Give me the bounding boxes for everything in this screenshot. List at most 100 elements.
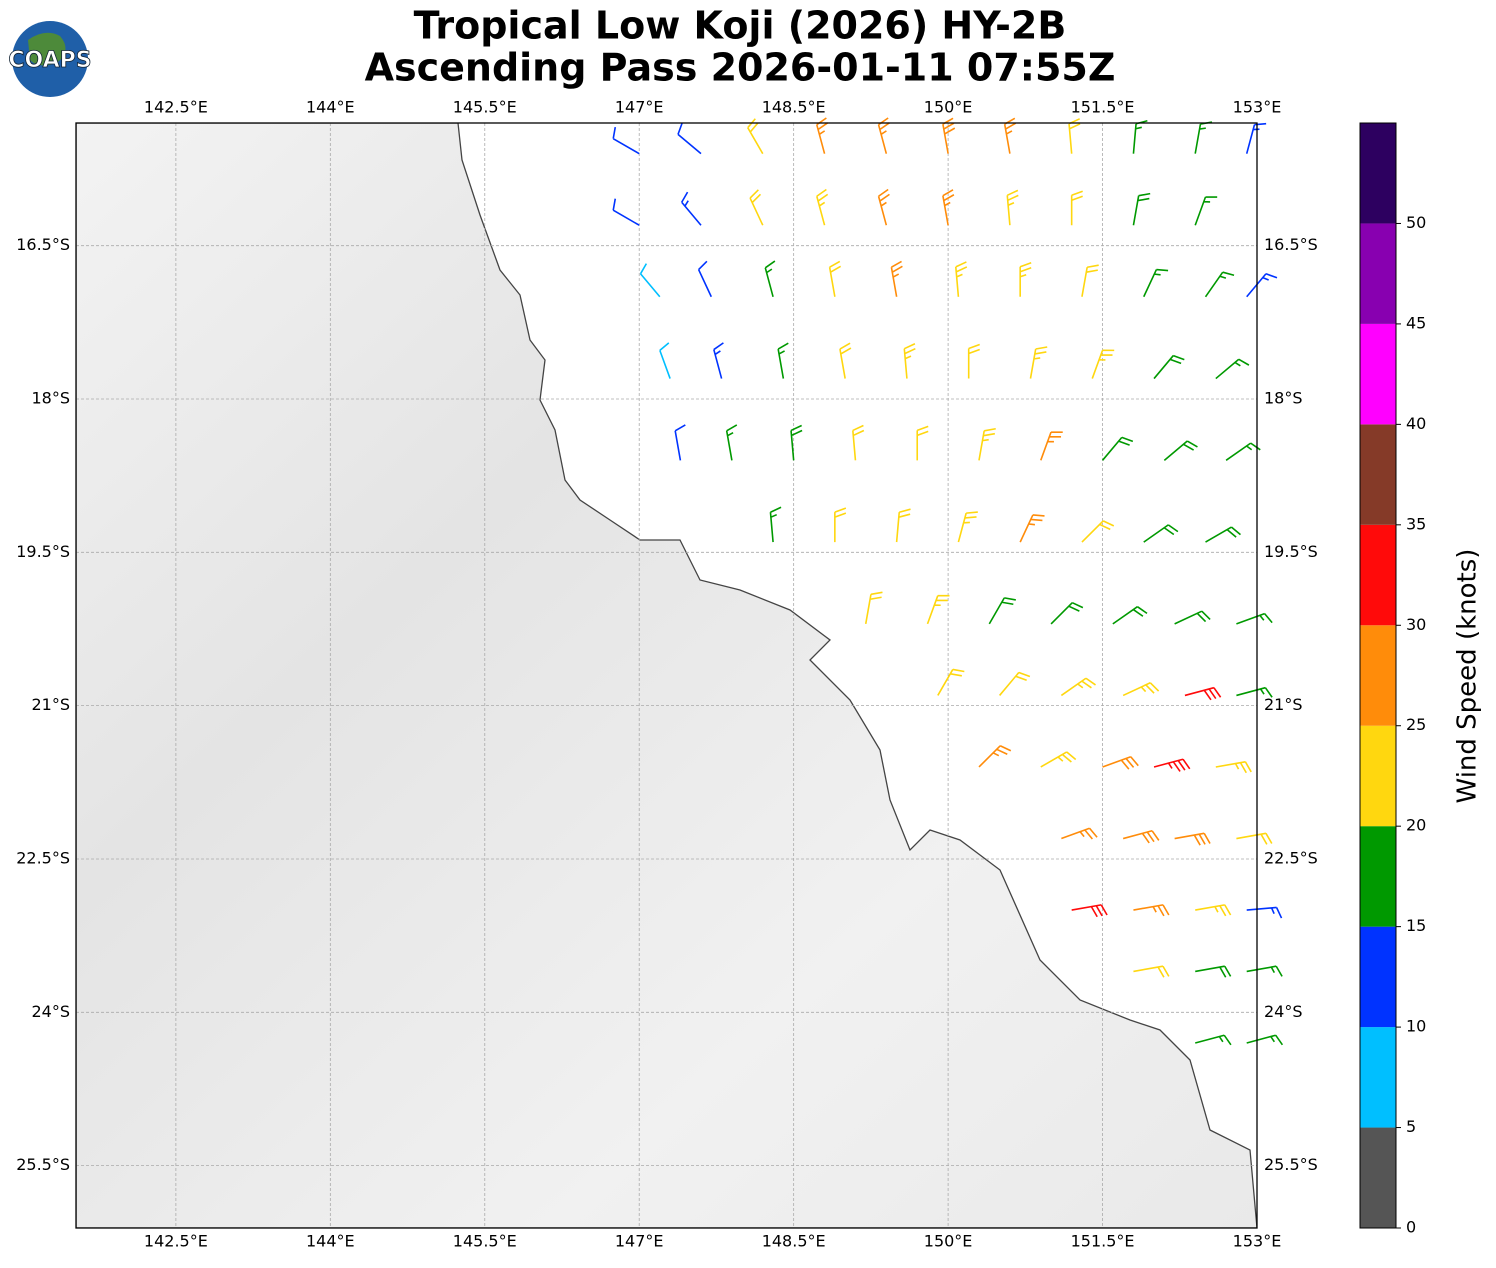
wind-barb xyxy=(1236,686,1273,698)
wind-barb xyxy=(1081,520,1115,543)
wind-barb xyxy=(988,597,1016,625)
lon-tick-label: 153°E xyxy=(1233,1232,1282,1251)
colorbar-bin xyxy=(1360,123,1396,224)
wind-barb xyxy=(639,263,661,298)
wind-barb xyxy=(659,342,671,379)
colorbar-tick-label: 40 xyxy=(1406,414,1426,433)
wind-barb xyxy=(1040,431,1063,461)
wind-barb xyxy=(903,342,916,379)
wind-barb xyxy=(1061,827,1098,840)
subtitle: Ascending Pass 2026-01-11 07:55Z xyxy=(365,46,1116,90)
map-frame xyxy=(75,122,1258,1229)
wind-barb xyxy=(839,342,852,379)
lat-tick-label: 25.5°S xyxy=(16,1155,70,1174)
wind-barb xyxy=(828,260,842,297)
wind-barb xyxy=(1112,606,1148,625)
lon-tick-label: 147°E xyxy=(615,1232,664,1251)
title: Tropical Low Koji (2026) HY-2B xyxy=(414,4,1067,48)
lon-tick-label: 148.5°E xyxy=(762,1232,826,1251)
lon-tick-label: 151.5°E xyxy=(1071,98,1135,117)
wind-barb xyxy=(697,260,713,298)
colorbar-tick-label: 50 xyxy=(1406,213,1426,232)
wind-barb xyxy=(674,424,686,461)
wind-barb xyxy=(967,343,980,379)
lon-tick-label: 142.5°E xyxy=(144,98,208,117)
wind-barb xyxy=(777,342,789,379)
wind-barb xyxy=(1236,832,1273,845)
wind-barb xyxy=(1246,1034,1284,1046)
wind-barb xyxy=(916,425,929,461)
wind-barb xyxy=(1071,904,1108,918)
lon-tick-label: 147°E xyxy=(615,98,664,117)
wind-barb xyxy=(681,191,702,226)
colorbar-bin xyxy=(1360,625,1396,726)
wind-barb xyxy=(725,424,738,461)
lon-tick-label: 150°E xyxy=(924,1232,973,1251)
lat-tick-label: 25.5°S xyxy=(1264,1155,1318,1174)
wind-barb xyxy=(1153,354,1185,380)
lon-tick-label: 145.5°E xyxy=(453,98,517,117)
colorbar-tick-label: 30 xyxy=(1406,615,1426,634)
lon-tick-label: 144°E xyxy=(306,1232,355,1251)
lat-tick-label: 21°S xyxy=(31,695,70,714)
wind-barb xyxy=(852,424,865,461)
logo-text: COAPS xyxy=(8,48,91,73)
wind-barb xyxy=(790,424,803,461)
wind-barb xyxy=(713,342,724,379)
colorbar-bin xyxy=(1360,424,1396,525)
wind-barb xyxy=(942,117,956,154)
colorbar-tick-label: 5 xyxy=(1406,1117,1416,1136)
wind-barb xyxy=(677,123,702,155)
colorbar-tick-label: 25 xyxy=(1406,715,1426,734)
lon-tick-label: 150°E xyxy=(924,98,973,117)
lat-tick-label: 16.5°S xyxy=(16,235,70,254)
colorbar-label: Wind Speed (knots) xyxy=(1453,549,1483,804)
colorbar: 0 5 10 15 20 25 30 35 40 45 50 xyxy=(1359,122,1426,1237)
wind-barb xyxy=(749,189,764,226)
wind-barb xyxy=(1246,273,1278,298)
colorbar-tick-label: 10 xyxy=(1406,1017,1426,1036)
wind-barb xyxy=(1019,262,1032,297)
colorbar-bin xyxy=(1360,1027,1396,1128)
colorbar-bin xyxy=(1360,826,1396,927)
wind-barb xyxy=(890,260,903,297)
wind-barb xyxy=(1195,904,1232,917)
wind-barb xyxy=(978,745,1012,768)
wind-barb xyxy=(1194,196,1218,226)
wind-barb xyxy=(612,198,640,226)
wind-barb xyxy=(998,671,1031,696)
wind-barb xyxy=(1102,755,1139,770)
wind-barb xyxy=(1184,686,1222,701)
wind-barb xyxy=(1122,830,1160,844)
colorbar-bin xyxy=(1360,1127,1396,1228)
colorbar-bin xyxy=(1360,725,1396,827)
colorbar-tick-label: 0 xyxy=(1406,1218,1416,1237)
wind-barb xyxy=(1019,514,1045,543)
colorbar-tick-label: 35 xyxy=(1406,514,1426,533)
wind-barb xyxy=(1215,760,1252,774)
wind-barb xyxy=(612,127,640,155)
wind-barb xyxy=(1132,192,1151,226)
wind-barb xyxy=(954,261,968,297)
wind-barb xyxy=(1246,906,1283,919)
wind-barb xyxy=(877,188,890,226)
wind-barb xyxy=(1091,349,1115,379)
colorbar-tick-label: 15 xyxy=(1406,916,1426,935)
wind-barb xyxy=(1003,117,1017,154)
wind-barb xyxy=(1133,904,1170,917)
lat-tick-label: 19.5°S xyxy=(1264,542,1318,561)
wind-barb xyxy=(1195,1034,1232,1046)
wind-barb xyxy=(1195,965,1232,978)
lat-tick-label: 22.5°S xyxy=(1264,848,1318,867)
colorbar-bin xyxy=(1360,926,1396,1028)
wind-barb xyxy=(1050,601,1084,625)
wind-barb xyxy=(816,188,829,226)
colorbar-tick-label: 45 xyxy=(1406,313,1426,332)
wind-barb xyxy=(1236,612,1273,625)
logo: COAPS xyxy=(8,21,92,97)
grid: 142.5°E 142.5°E 144°E 144°E 145.5°E 145.5°E 14… xyxy=(16,98,1318,1251)
wind-barb xyxy=(926,594,950,625)
wind-barb xyxy=(1246,965,1283,977)
lon-tick-label: 142.5°E xyxy=(144,1232,208,1251)
